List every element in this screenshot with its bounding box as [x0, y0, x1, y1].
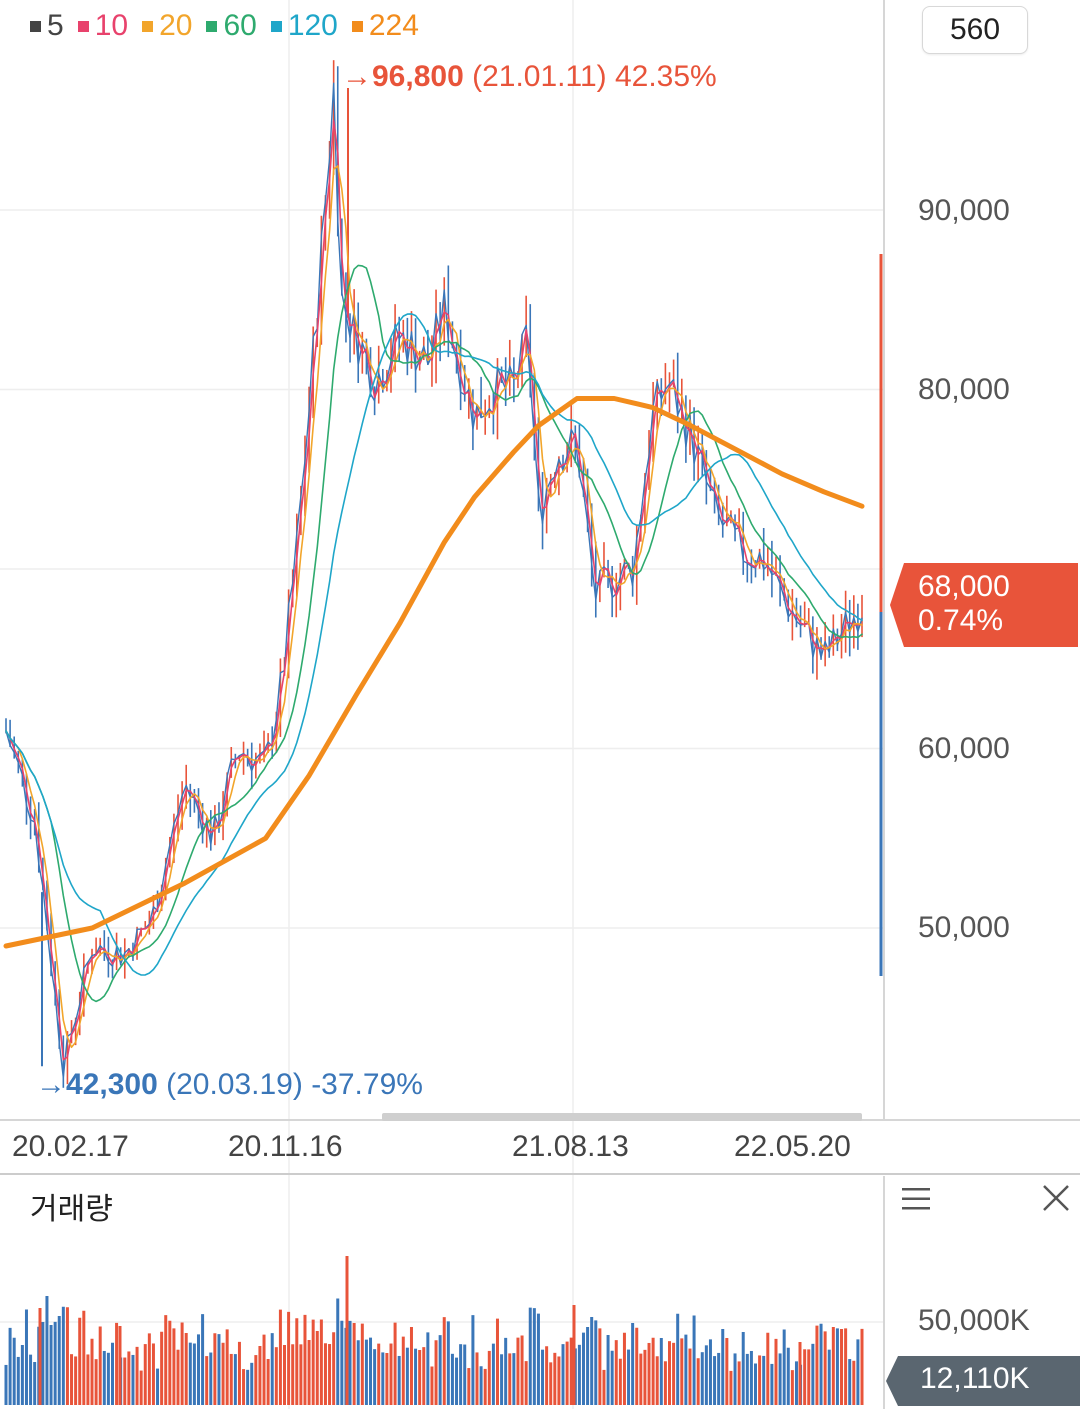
legend-item[interactable]: 60 — [206, 9, 257, 43]
price-tick: 90,000 — [918, 194, 1010, 227]
legend-item[interactable]: 120 — [270, 9, 338, 43]
period-selector[interactable]: 560 — [922, 6, 1028, 54]
ma-line-60 — [5, 264, 863, 1003]
close-icon[interactable] — [1040, 1182, 1072, 1214]
ma-line-120 — [5, 313, 863, 976]
ma-line-20 — [5, 165, 863, 1049]
volume-panel-title: 거래량 — [30, 1193, 113, 1226]
chart-grid — [0, 0, 884, 1409]
legend-item[interactable]: 10 — [77, 9, 129, 43]
current-price: 68,000 — [918, 570, 1010, 603]
horizontal-scrollbar — [382, 1113, 862, 1121]
high-price-annotation: →96,800 (21.01.11) 42.35% — [342, 60, 717, 94]
ma-legend: 5 10 20 60 120 224 — [30, 8, 419, 44]
price-tick: 80,000 — [918, 373, 1010, 406]
volume-bars — [4, 1256, 864, 1405]
date-tick: 21.08.13 — [512, 1130, 629, 1163]
period-value: 560 — [949, 13, 1001, 46]
low-price-annotation: →42,300 (20.03.19) -37.79% — [36, 1068, 423, 1102]
arrow-right-icon: → — [342, 60, 372, 93]
price-tick: 50,000 — [918, 911, 1010, 944]
current-change-percent: 0.74% — [918, 604, 1004, 637]
legend-label: 120 — [287, 9, 338, 42]
moving-average-lines — [3, 82, 865, 1079]
price-candles — [5, 60, 863, 1088]
arrow-right-icon: → — [36, 1068, 66, 1101]
date-tick: 22.05.20 — [734, 1130, 851, 1163]
legend-label: 20 — [159, 9, 193, 42]
legend-swatch — [206, 20, 218, 32]
menu-icon[interactable] — [900, 1186, 932, 1212]
high-price-value: 96,800 — [372, 60, 464, 93]
legend-swatch — [351, 20, 363, 32]
legend-swatch — [142, 20, 154, 32]
legend-swatch — [77, 20, 89, 32]
low-price-value: 42,300 — [66, 1068, 158, 1101]
legend-label: 10 — [94, 9, 129, 42]
current-price-badge — [890, 563, 1078, 647]
legend-item[interactable]: 5 — [30, 9, 64, 43]
legend-label: 60 — [223, 9, 257, 42]
current-volume-badge — [886, 1356, 1080, 1406]
legend-item[interactable]: 20 — [142, 9, 192, 43]
volume-tick: 50,000K — [918, 1304, 1030, 1337]
legend-item[interactable]: 224 — [351, 9, 419, 43]
ma-line-10 — [5, 120, 863, 1061]
low-price-detail: (20.03.19) -37.79% — [157, 1068, 423, 1101]
legend-label: 5 — [47, 9, 64, 42]
high-price-detail: (21.01.11) 42.35% — [463, 60, 717, 93]
ma-line-224 — [3, 396, 865, 949]
price-tick: 60,000 — [918, 732, 1010, 765]
legend-swatch — [270, 20, 282, 32]
date-tick: 20.02.17 — [12, 1130, 129, 1163]
legend-swatch — [30, 20, 41, 32]
ma-line-5 — [5, 82, 863, 1079]
legend-label: 224 — [368, 9, 419, 42]
date-tick: 20.11.16 — [228, 1130, 343, 1163]
current-volume: 12,110K — [920, 1362, 1030, 1395]
